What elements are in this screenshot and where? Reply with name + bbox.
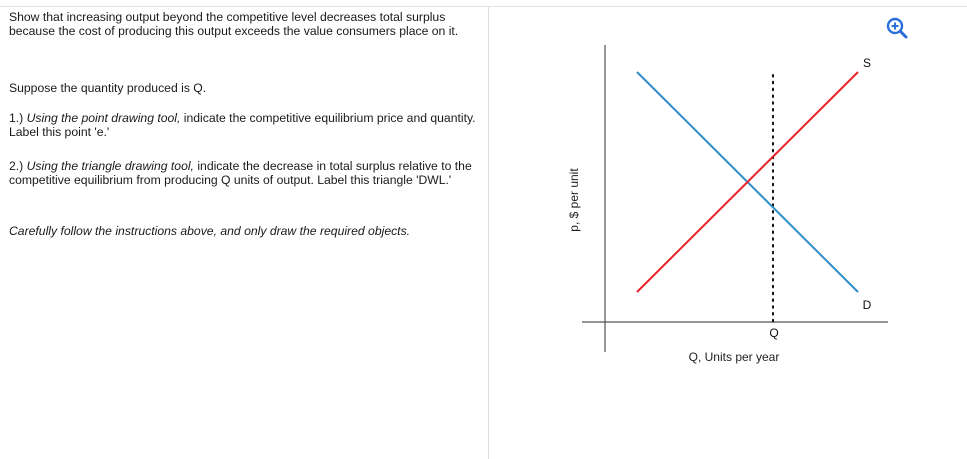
step-1-number: 1.) [9, 111, 27, 125]
question-intro: Show that increasing output beyond the c… [9, 10, 459, 38]
supply-curve[interactable] [636, 71, 859, 293]
step-1-text: indicate the competitive equilibrium pri… [9, 111, 476, 139]
step-2-tool-phrase: Using the triangle drawing tool, [26, 159, 194, 173]
instruction-note: Carefully follow the instructions above,… [9, 224, 411, 238]
step-2-number: 2.) [9, 159, 27, 173]
instruction-step-2: 2.) Using the triangle drawing tool, ind… [9, 159, 481, 187]
step-2-text: indicate the decrease in total surplus r… [9, 159, 472, 187]
graph-plot-area[interactable] [605, 45, 890, 325]
step-1-tool-phrase: Using the point drawing tool, [26, 111, 181, 125]
question-suppose: Suppose the quantity produced is Q. [9, 81, 207, 95]
instruction-step-1: 1.) Using the point drawing tool, indica… [9, 111, 481, 139]
zoom-in-icon [886, 17, 908, 39]
zoom-in-button[interactable] [886, 17, 908, 39]
top-divider [0, 6, 967, 7]
question-panel [0, 7, 489, 459]
